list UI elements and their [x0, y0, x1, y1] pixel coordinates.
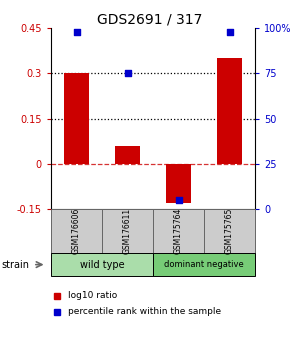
Point: [74, 29, 79, 35]
Point: [227, 29, 232, 35]
Point: [125, 71, 130, 76]
Text: log10 ratio: log10 ratio: [68, 291, 117, 300]
Bar: [217, 58, 242, 164]
Text: GSM176611: GSM176611: [123, 208, 132, 254]
Text: GSM176606: GSM176606: [72, 208, 81, 254]
Text: dominant negative: dominant negative: [164, 260, 244, 269]
Text: GSM175765: GSM175765: [225, 208, 234, 254]
Bar: [64, 74, 89, 164]
Bar: [115, 146, 140, 164]
Text: wild type: wild type: [80, 259, 124, 270]
Text: strain: strain: [2, 259, 29, 270]
Point: [176, 197, 181, 202]
Text: percentile rank within the sample: percentile rank within the sample: [68, 307, 220, 316]
Text: GDS2691 / 317: GDS2691 / 317: [97, 12, 203, 27]
Bar: [166, 164, 191, 203]
Text: GSM175764: GSM175764: [174, 208, 183, 254]
